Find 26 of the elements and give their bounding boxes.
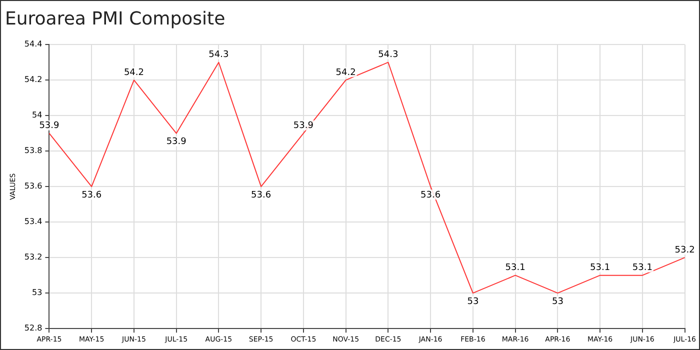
data-label: 54.3 [208, 50, 229, 60]
y-tick-label: 54 [32, 110, 42, 120]
data-label: 53.6 [420, 190, 441, 200]
data-label: 54.2 [336, 68, 356, 78]
data-label: 53.9 [39, 121, 60, 132]
y-tick-label: 53 [32, 288, 42, 298]
data-label: 53 [467, 296, 479, 307]
y-tick-label: 52.8 [24, 324, 42, 333]
data-label: 53.6 [251, 190, 272, 200]
data-label: 53.2 [674, 245, 695, 256]
y-tick-label: 53.6 [24, 182, 42, 191]
data-label: 54.3 [378, 50, 398, 60]
y-tick-label: 53.2 [24, 252, 42, 262]
chart-title: Euroarea PMI Composite [5, 8, 226, 30]
data-label: 53.9 [166, 137, 187, 148]
data-label: 53.1 [505, 263, 526, 274]
y-tick-label: 53.4 [24, 217, 42, 226]
y-tick-label: 53.8 [24, 146, 42, 156]
y-tick-label: 54.2 [24, 75, 42, 84]
data-label: 53.6 [82, 190, 102, 200]
y-tick-label: 54.4 [24, 40, 42, 49]
data-label: 53 [552, 296, 564, 307]
data-label: 53.9 [293, 121, 314, 132]
data-label: 54.2 [124, 68, 144, 78]
data-label: 53.1 [632, 263, 652, 274]
data-label: 53.1 [590, 263, 610, 274]
